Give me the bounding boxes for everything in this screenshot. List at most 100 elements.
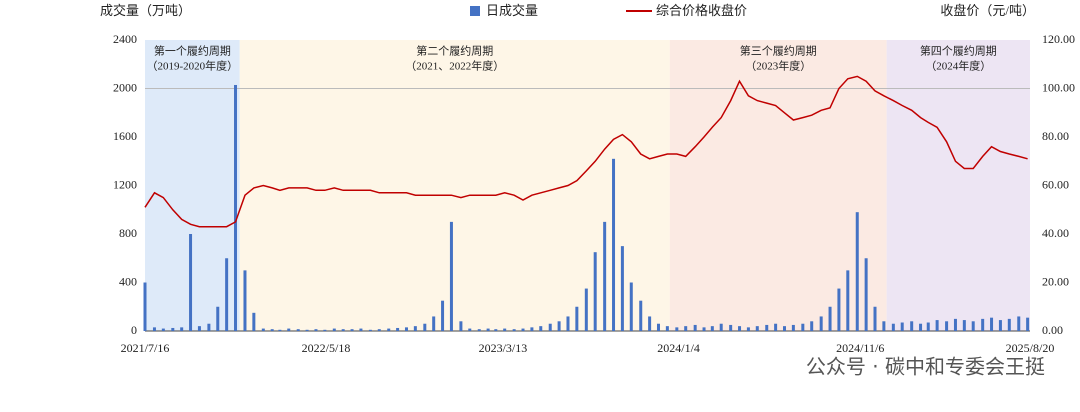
bar	[810, 321, 814, 331]
bar	[629, 282, 633, 331]
bar	[962, 320, 966, 331]
y-tick-label: 2400	[113, 32, 137, 46]
bar	[855, 212, 859, 331]
bar	[774, 323, 778, 331]
bar	[548, 323, 552, 331]
right-axis-title: 收盘价（元/吨）	[940, 3, 1035, 18]
bar	[639, 300, 643, 331]
period-label: 第一个履约周期	[154, 44, 231, 58]
bar	[423, 323, 427, 331]
bar	[910, 321, 914, 331]
bar	[998, 320, 1002, 331]
period-label: 第二个履约周期	[416, 44, 493, 58]
bar	[665, 326, 669, 331]
bar	[593, 252, 597, 331]
bar	[693, 324, 697, 331]
x-tick-label: 2023/3/13	[479, 341, 528, 355]
bar	[710, 326, 714, 331]
bar	[819, 316, 823, 331]
bar	[584, 288, 588, 331]
x-tick-label: 2024/11/6	[836, 341, 884, 355]
bar	[935, 320, 939, 331]
y-tick-label: 0	[131, 323, 137, 337]
bar	[1007, 318, 1011, 331]
bar	[216, 306, 220, 331]
bar	[612, 158, 616, 331]
legend-swatch	[470, 6, 480, 16]
bar	[702, 327, 706, 331]
bar	[459, 321, 463, 331]
bar	[620, 246, 624, 331]
bar	[746, 327, 750, 331]
bar	[882, 321, 886, 331]
bar	[945, 321, 949, 331]
period-label: 第三个履约周期	[740, 44, 817, 58]
bar	[981, 318, 985, 331]
period-band	[886, 40, 1030, 331]
bar	[971, 321, 975, 331]
bar	[521, 328, 525, 331]
legend-label: 综合价格收盘价	[656, 3, 747, 18]
bar	[404, 327, 408, 331]
bar	[305, 329, 309, 331]
bar	[900, 322, 904, 331]
x-tick-label: 2022/5/18	[302, 341, 351, 355]
period-sublabel: （2021、2022年度）	[405, 59, 504, 73]
y-tick-label: 2000	[113, 80, 137, 94]
bar	[837, 288, 841, 331]
bar	[494, 329, 498, 331]
bar	[926, 322, 930, 331]
y2-tick-label: 20.00	[1042, 274, 1069, 288]
period-label: 第四个履约周期	[920, 44, 997, 58]
bar	[441, 300, 445, 331]
bar	[449, 221, 453, 331]
bar	[684, 326, 688, 331]
bar	[143, 282, 147, 331]
bar	[891, 323, 895, 331]
bar	[755, 326, 759, 331]
bar	[243, 270, 247, 331]
bar	[368, 329, 372, 331]
bar	[477, 329, 481, 331]
bar	[953, 318, 957, 331]
bar	[261, 328, 265, 331]
bar	[503, 328, 507, 331]
watermark: 公众号 · 碳中和专委会王挺	[806, 355, 1045, 379]
y2-tick-label: 0.00	[1042, 323, 1063, 337]
bar	[432, 316, 436, 331]
bar	[990, 317, 994, 331]
bar	[296, 329, 300, 331]
bar	[171, 327, 175, 331]
bar	[314, 329, 318, 331]
period-band	[669, 40, 887, 331]
y-tick-label: 1200	[113, 177, 137, 191]
bar	[539, 326, 543, 331]
x-tick-label: 2024/1/4	[657, 341, 700, 355]
bar	[252, 312, 256, 331]
bar	[270, 329, 274, 331]
bar	[648, 316, 652, 331]
bar	[656, 323, 660, 331]
y-tick-label: 800	[119, 226, 137, 240]
bar	[791, 324, 795, 331]
bar	[603, 221, 607, 331]
bar	[765, 324, 769, 331]
bar	[738, 326, 742, 331]
bar	[278, 329, 282, 331]
legend-label: 日成交量	[486, 3, 538, 18]
period-sublabel: （2019-2020年度）	[147, 59, 239, 73]
bar	[1026, 317, 1030, 331]
bar	[234, 84, 238, 331]
bar	[359, 328, 363, 331]
bar	[341, 329, 345, 331]
x-tick-label: 2021/7/16	[121, 341, 170, 355]
y-tick-label: 400	[119, 274, 137, 288]
left-axis-title: 成交量（万吨）	[100, 3, 191, 18]
bar	[225, 258, 229, 331]
bar	[377, 329, 381, 331]
bar	[152, 327, 156, 331]
bar	[387, 328, 391, 331]
y2-tick-label: 80.00	[1042, 129, 1069, 143]
bar	[323, 329, 327, 331]
bar	[575, 306, 579, 331]
